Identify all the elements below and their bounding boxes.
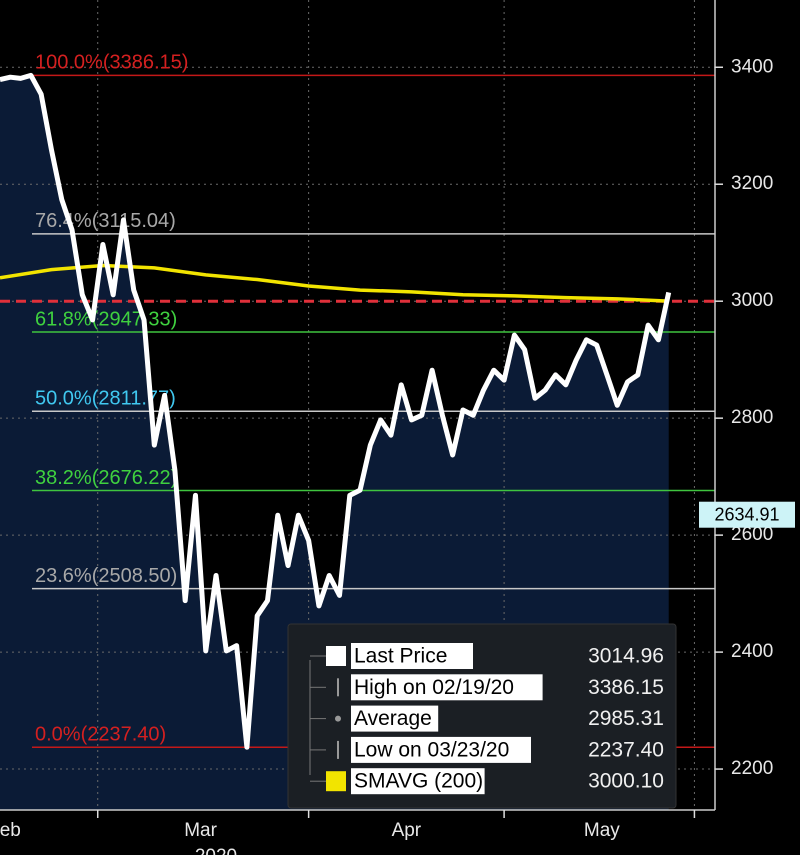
legend-label: Average [354,707,432,730]
price-marker-label: 2634.91 [714,504,779,524]
legend-label-bg [351,643,473,669]
legend-label: High on 02/19/20 [354,676,514,699]
fib-label: 38.2%(2676.22) [35,467,177,489]
fib-label: 23.6%(2508.50) [35,565,177,587]
legend-label-bg [351,736,531,763]
legend-label-bg [351,674,543,701]
fib-label: 100.0%(3386.15) [35,52,188,74]
fib-label: 61.8%(2947.33) [35,308,177,330]
price-marker-box [699,501,795,528]
x-tick-label: Apr [392,820,422,841]
legend-value: 3014.96 [588,645,664,668]
y-tick-label: 3000 [731,290,773,311]
price-line [0,72,672,750]
fib-label: 0.0%(2237.40) [35,723,166,745]
legend-value: 3000.10 [588,770,664,793]
x-tick-label: May [584,820,620,841]
legend-label: SMAVG (200) [354,770,483,793]
y-tick-label: 3200 [731,173,773,194]
legend-swatch [326,771,346,792]
legend-value: 2985.31 [588,707,664,730]
y-tick-label: 2400 [731,641,773,662]
sma-line [0,263,669,303]
y-tick-label: 2200 [731,758,773,779]
x-sublabel: 2020 [195,846,237,855]
x-tick-label: Mar [184,820,217,841]
y-tick-label: 2600 [731,524,773,545]
legend-value: 2237.40 [588,738,664,761]
legend-value: 3386.15 [588,676,664,699]
legend-label: Low on 03/23/20 [354,738,509,761]
legend-label: Last Price [354,645,447,668]
legend-label-bg [351,768,485,795]
fib-label: 50.0%(2811.77) [35,388,176,410]
fib-label: 76.4%(3115.04) [35,210,176,232]
x-tick-label: eb [0,820,21,841]
y-tick-label: 3400 [731,56,773,77]
legend-icon [335,715,341,722]
legend-label-bg [351,705,439,732]
legend-swatch [326,646,346,666]
y-tick-label: 2800 [731,407,773,428]
